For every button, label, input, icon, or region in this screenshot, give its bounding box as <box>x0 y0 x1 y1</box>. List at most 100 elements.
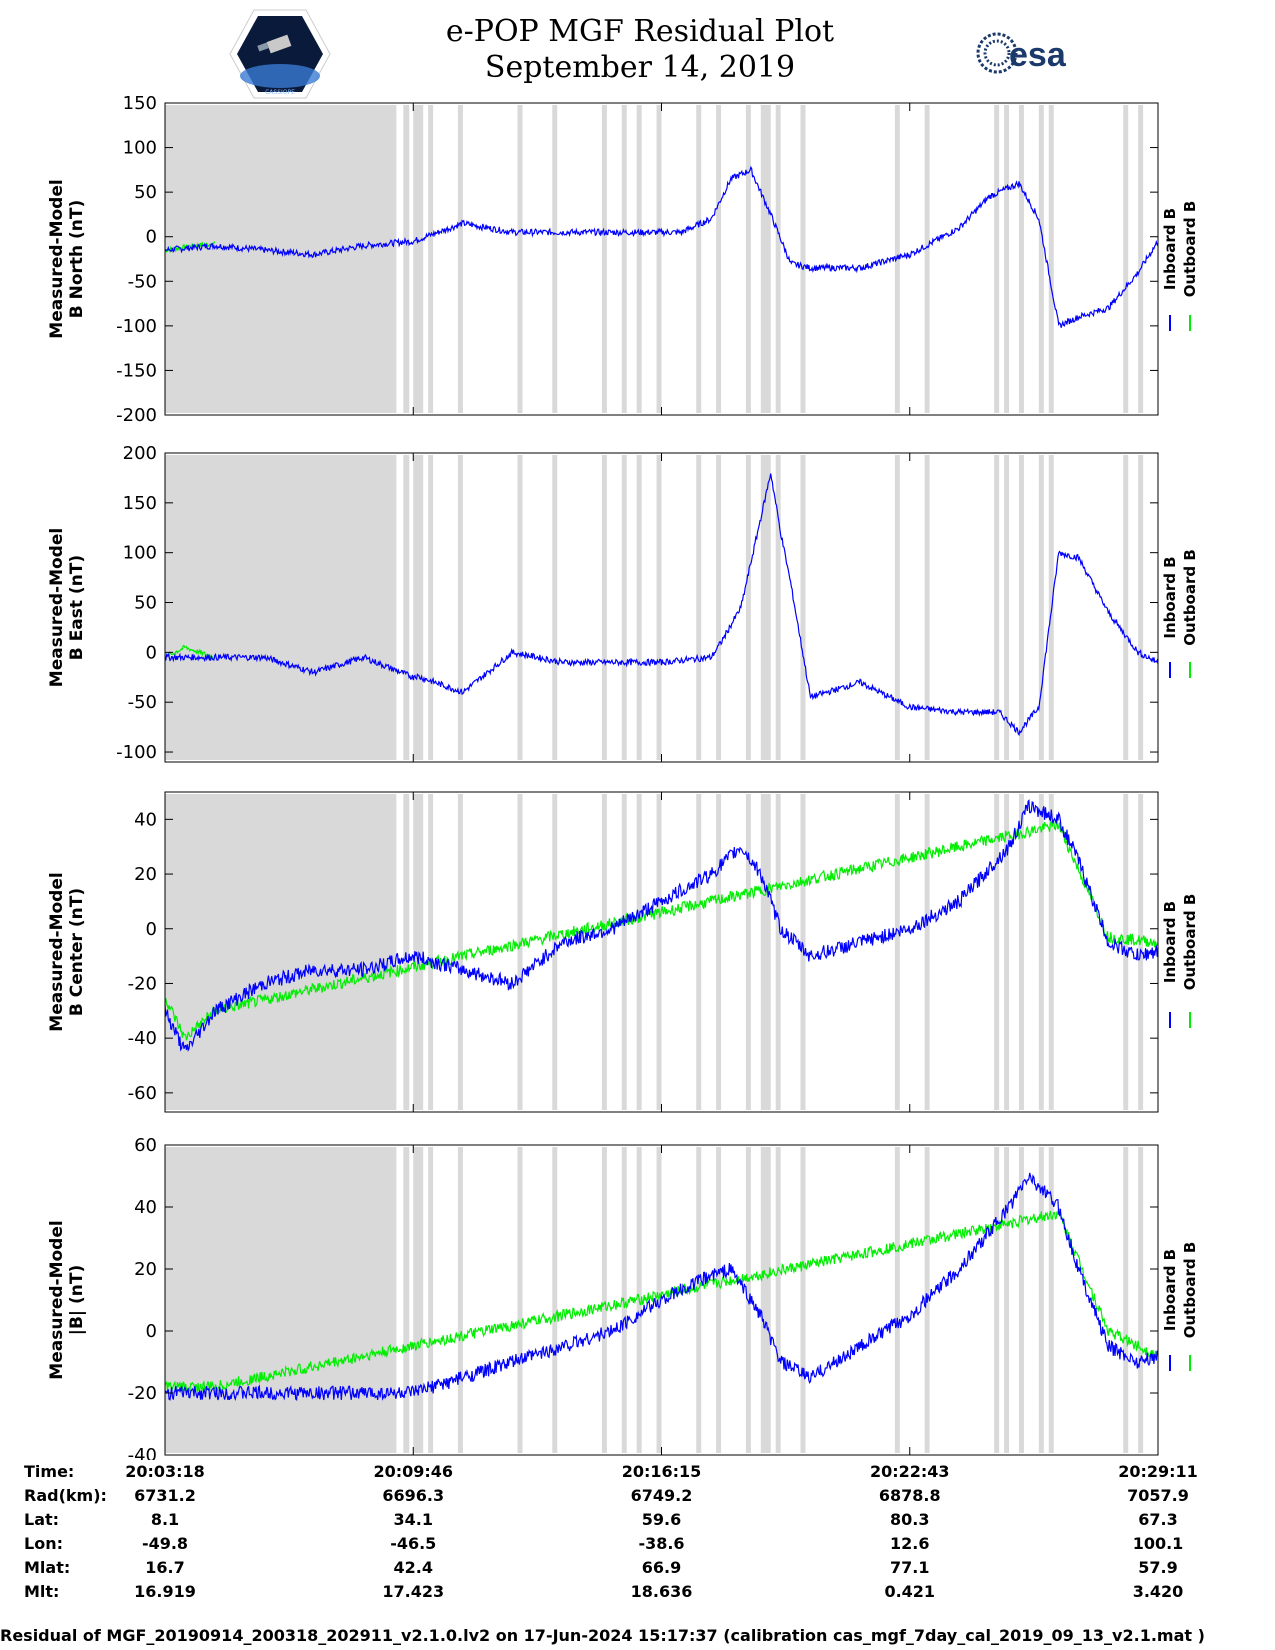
info-row: Mlat: 16.7 42.4 66.9 77.1 57.9 <box>0 1558 1275 1582</box>
shaded-interval <box>1004 105 1010 413</box>
y-axis-label-line2: B Center (nT) <box>67 888 87 1016</box>
plots-canvas: 150100500-50-100-150-200Measured-ModelB … <box>47 93 1199 1460</box>
shaded-interval <box>552 1147 558 1453</box>
outboard-trace <box>164 820 1159 1041</box>
shaded-interval <box>924 455 930 760</box>
shaded-interval <box>994 105 1000 413</box>
shaded-interval <box>403 794 410 1110</box>
shaded-interval <box>696 794 702 1110</box>
shaded-interval <box>745 794 751 1110</box>
shaded-interval <box>894 1147 900 1453</box>
info-cell: 59.6 <box>641 1510 682 1529</box>
info-cell: 20:09:46 <box>373 1462 454 1481</box>
info-cell: 8.1 <box>150 1510 180 1529</box>
info-row-label: Time: <box>24 1462 75 1481</box>
shaded-interval <box>656 794 662 1110</box>
y-tick-label: -100 <box>116 742 157 763</box>
shaded-interval <box>601 794 607 1110</box>
shaded-interval <box>760 105 771 413</box>
inboard-trace <box>164 1172 1159 1402</box>
y-axis-label-line1: Measured-Model <box>47 179 67 338</box>
y-tick-label: 0 <box>146 227 157 248</box>
shaded-interval <box>413 105 424 413</box>
info-row-label: Lat: <box>24 1510 60 1529</box>
shaded-interval <box>894 105 900 413</box>
shaded-interval <box>636 455 642 760</box>
shaded-interval <box>760 455 771 760</box>
panel-2: 200 150 100 50 0 -50 -100 Measured-ModelB East … <box>47 443 1199 763</box>
info-row: Lat: 8.1 34.1 59.6 80.3 67.3 <box>0 1510 1275 1534</box>
shaded-interval <box>775 455 781 760</box>
info-cell: -49.8 <box>141 1534 189 1553</box>
info-cell: 20:16:15 <box>621 1462 702 1481</box>
page-date: September 14, 2019 <box>484 50 796 85</box>
shaded-interval <box>1018 1147 1024 1453</box>
y-tick-label: 200 <box>123 443 157 464</box>
legend-inboard-label: Inboard B <box>1161 556 1179 638</box>
shaded-interval <box>924 105 930 413</box>
shaded-interval <box>924 794 930 1110</box>
shaded-interval <box>428 794 434 1110</box>
shaded-interval <box>601 105 607 413</box>
shaded-interval <box>1018 794 1024 1110</box>
cassiope-logo-text: CASSIOPE <box>265 89 295 96</box>
shaded-interval <box>1018 105 1024 413</box>
info-row-label: Mlt: <box>24 1582 60 1601</box>
info-cell: 16.919 <box>134 1582 196 1601</box>
y-tick-label: 50 <box>134 182 157 203</box>
shaded-interval <box>457 105 463 413</box>
shaded-interval <box>1138 105 1144 413</box>
y-tick-label: -60 <box>128 1083 157 1104</box>
shaded-interval <box>800 1147 806 1453</box>
shaded-interval <box>1004 1147 1010 1453</box>
y-axis-label-line1: Measured-Model <box>47 872 67 1031</box>
y-axis-label: Measured-ModelB East (nT) <box>47 528 87 687</box>
shaded-interval <box>601 455 607 760</box>
cassiope-logo: CASSIOPE <box>229 9 331 99</box>
shaded-interval <box>800 455 806 760</box>
panel-1: 150 100 50 0 -50 -100 -150 -200 Measured-ModelB … <box>47 93 1199 426</box>
y-tick-label: 40 <box>134 1197 157 1218</box>
panel-3: 40 20 0 -20 -40 -60 Measured-ModelB Center (nT… <box>47 791 1199 1113</box>
legend-outboard-label: Outboard B <box>1181 549 1199 646</box>
shaded-interval <box>1138 455 1144 760</box>
y-tick-label: 20 <box>134 864 157 885</box>
shaded-interval <box>716 1147 722 1453</box>
shaded-interval <box>621 105 627 413</box>
shaded-interval <box>165 794 397 1110</box>
shaded-interval <box>994 1147 1000 1453</box>
shaded-interval <box>1004 455 1010 760</box>
info-row: Mlt: 16.919 17.423 18.636 0.421 3.420 <box>0 1582 1275 1606</box>
shaded-interval <box>1038 455 1044 760</box>
info-cell: 100.1 <box>1132 1534 1184 1553</box>
y-axis-label: Measured-ModelB Center (nT) <box>47 872 87 1031</box>
shaded-interval <box>696 455 702 760</box>
shaded-interval <box>894 794 900 1110</box>
shaded-interval <box>745 105 751 413</box>
y-tick-label: 50 <box>134 593 157 614</box>
y-tick-label: -20 <box>128 973 157 994</box>
inboard-trace <box>164 165 1159 328</box>
inboard-trace <box>164 799 1159 1052</box>
shaded-interval <box>457 794 463 1110</box>
shaded-interval <box>552 455 558 760</box>
shaded-interval <box>1123 1147 1129 1453</box>
y-tick-label: 20 <box>134 1259 157 1280</box>
y-axis-label-line2: |B| (nT) <box>67 1265 87 1336</box>
info-cell: 57.9 <box>1138 1558 1178 1577</box>
info-row-label: Rad(km): <box>24 1486 107 1505</box>
info-row-label: Lon: <box>24 1534 63 1553</box>
shaded-interval <box>517 1147 523 1453</box>
y-axis-label: Measured-ModelB North (nT) <box>47 179 87 338</box>
info-cell: 34.1 <box>393 1510 433 1529</box>
y-tick-label: -20 <box>128 1383 157 1404</box>
shaded-interval <box>428 1147 434 1453</box>
shaded-interval <box>165 105 397 413</box>
y-tick-label: 0 <box>146 919 157 940</box>
info-cell: 66.9 <box>641 1558 682 1577</box>
info-cell: 67.3 <box>1138 1510 1178 1529</box>
shaded-interval <box>552 794 558 1110</box>
shaded-interval <box>1138 1147 1144 1453</box>
y-tick-label: 40 <box>134 809 157 830</box>
shaded-interval <box>165 1147 397 1453</box>
